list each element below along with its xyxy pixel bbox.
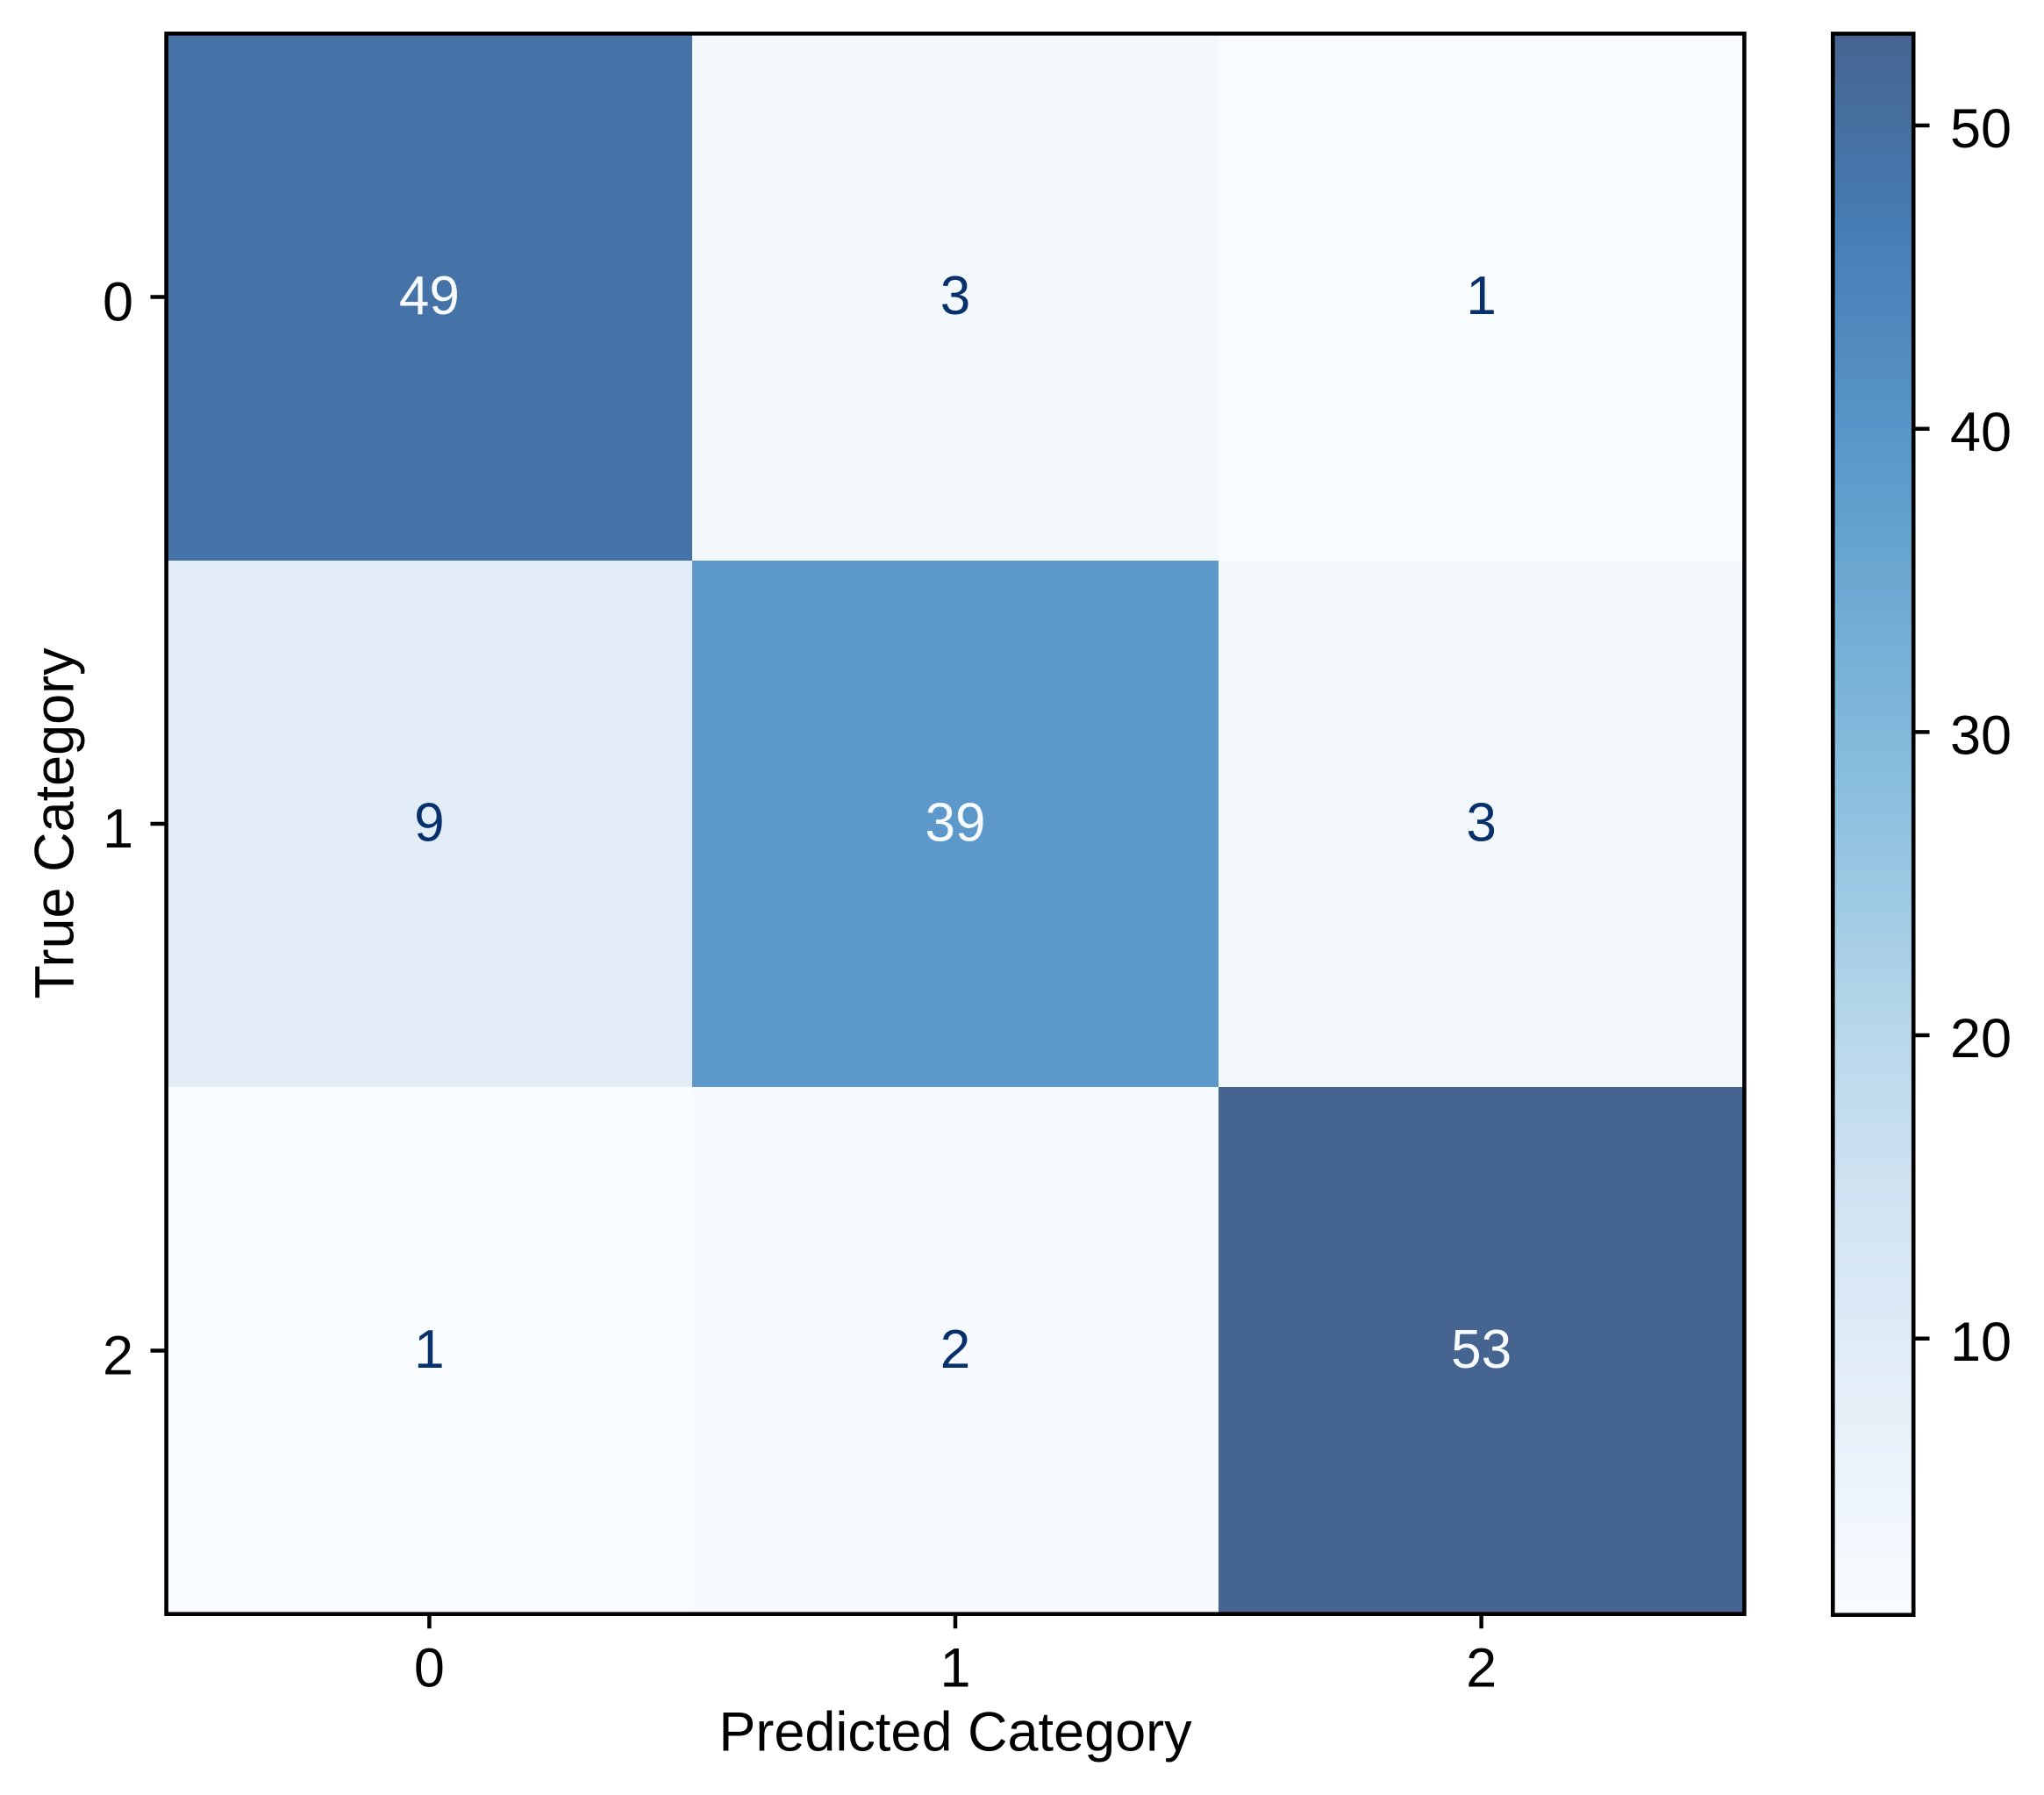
svg-text:20: 20 bbox=[1950, 1008, 2012, 1069]
svg-text:1: 1 bbox=[1466, 266, 1496, 326]
svg-text:2: 2 bbox=[1466, 1638, 1497, 1699]
svg-text:40: 40 bbox=[1950, 402, 2012, 463]
svg-text:0: 0 bbox=[103, 272, 133, 333]
svg-text:1: 1 bbox=[103, 798, 133, 860]
svg-text:39: 39 bbox=[926, 793, 986, 854]
svg-text:30: 30 bbox=[1950, 705, 2012, 767]
svg-text:0: 0 bbox=[414, 1638, 445, 1699]
svg-text:1: 1 bbox=[940, 1638, 970, 1699]
svg-text:53: 53 bbox=[1451, 1319, 1512, 1380]
svg-text:50: 50 bbox=[1950, 98, 2012, 160]
svg-text:Predicted Category: Predicted Category bbox=[718, 1702, 1192, 1763]
svg-text:3: 3 bbox=[1466, 793, 1496, 854]
svg-text:9: 9 bbox=[414, 793, 444, 854]
svg-text:10: 10 bbox=[1950, 1312, 2012, 1373]
svg-text:49: 49 bbox=[399, 266, 460, 326]
svg-text:True Category: True Category bbox=[25, 647, 86, 999]
svg-text:2: 2 bbox=[940, 1319, 970, 1380]
svg-text:2: 2 bbox=[103, 1326, 133, 1387]
svg-text:1: 1 bbox=[414, 1319, 444, 1380]
svg-text:3: 3 bbox=[940, 266, 970, 326]
